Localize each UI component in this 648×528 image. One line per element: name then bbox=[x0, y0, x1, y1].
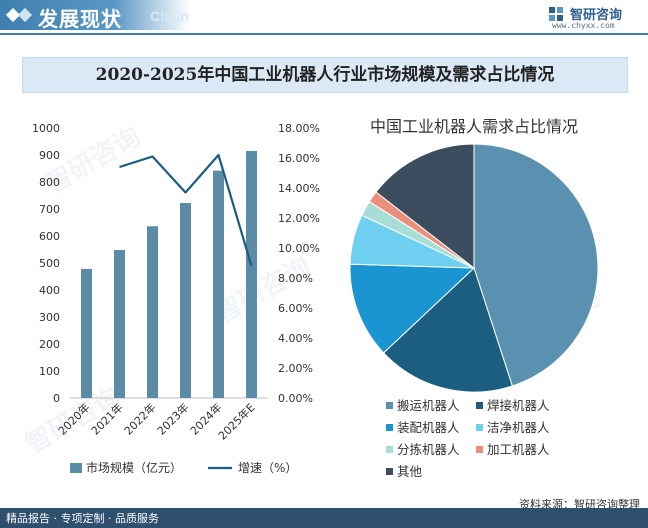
y-right-tick-label: 18.00% bbox=[278, 122, 320, 135]
y-right-tick-label: 10.00% bbox=[278, 242, 320, 255]
pie-legend-swatch bbox=[476, 424, 483, 431]
brand-url: www.chyxx.com bbox=[552, 21, 615, 30]
pie-legend-label: 装配机器人 bbox=[397, 420, 460, 435]
y-right-tick-label: 16.00% bbox=[278, 152, 320, 165]
legend-swatch-bar bbox=[70, 463, 82, 473]
brand-block: 智研咨询 www.chyxx.com bbox=[548, 4, 638, 32]
pie-legend-swatch bbox=[476, 446, 483, 453]
bar bbox=[180, 203, 191, 398]
footer-bar: 精品报告 · 专项定制 · 品质服务 bbox=[0, 508, 648, 528]
pie-legend-swatch bbox=[386, 446, 393, 453]
pie-legend-label: 搬运机器人 bbox=[397, 398, 460, 413]
y-left-tick-label: 300 bbox=[39, 311, 60, 324]
legend-label: 市场规模（亿元） bbox=[86, 460, 182, 475]
bar bbox=[213, 170, 224, 398]
y-left-tick-label: 500 bbox=[39, 257, 60, 270]
bar bbox=[114, 250, 125, 398]
bar bbox=[81, 268, 92, 398]
source-note: 资料来源：智研咨询整理 bbox=[519, 498, 640, 511]
bar bbox=[147, 226, 158, 398]
chart-title-box: 2020-2025年中国工业机器人行业市场规模及需求占比情况 bbox=[22, 57, 628, 93]
pie-slice bbox=[375, 143, 475, 270]
pie-legend-label: 焊接机器人 bbox=[487, 398, 550, 413]
section-subtitle: Chain bbox=[150, 8, 189, 24]
legend-label: 增速（%） bbox=[238, 461, 297, 475]
pie-title: 中国工业机器人需求占比情况 bbox=[370, 117, 578, 136]
chart-title: 2020-2025年中国工业机器人行业市场规模及需求占比情况 bbox=[95, 65, 555, 85]
growth-line bbox=[119, 153, 253, 267]
y-left-tick-label: 700 bbox=[39, 203, 60, 216]
x-tick-label: 2022年 bbox=[121, 400, 158, 437]
pie-legend-label: 其他 bbox=[397, 464, 423, 479]
y-left-tick-label: 900 bbox=[39, 149, 60, 162]
y-right-tick-label: 2.00% bbox=[278, 362, 313, 375]
brand-name: 智研咨询 bbox=[570, 8, 623, 23]
y-right-tick-label: 6.00% bbox=[278, 302, 313, 315]
y-right-tick-label: 4.00% bbox=[278, 332, 313, 345]
y-right-tick-label: 14.00% bbox=[278, 182, 320, 195]
page-header: 发展现状 Chain 智研咨询 www.chyxx.com bbox=[0, 0, 648, 36]
pie-legend-swatch bbox=[386, 468, 393, 475]
y-right-tick-label: 0.00% bbox=[278, 392, 313, 405]
pie-legend-label: 洁净机器人 bbox=[487, 420, 550, 435]
y-left-tick-label: 1000 bbox=[32, 122, 60, 135]
x-tick-label: 2023年 bbox=[154, 400, 191, 437]
y-left-tick-label: 200 bbox=[39, 338, 60, 351]
section-title: 发展现状 bbox=[38, 7, 122, 31]
pie-slice bbox=[473, 143, 599, 387]
pie-legend-label: 分拣机器人 bbox=[397, 442, 460, 457]
x-tick-label: 2021年 bbox=[88, 400, 125, 437]
y-right-tick-label: 12.00% bbox=[278, 212, 320, 225]
pie-legend-swatch bbox=[386, 402, 393, 409]
x-tick-label: 2020年 bbox=[55, 400, 92, 437]
y-left-tick-label: 400 bbox=[39, 284, 60, 297]
brand-logo-icon bbox=[549, 7, 563, 21]
bar bbox=[246, 150, 257, 398]
pie-slice bbox=[349, 263, 476, 354]
pie-legend-swatch bbox=[476, 402, 483, 409]
pie-slice bbox=[382, 267, 513, 393]
x-tick-label: 2025年E bbox=[215, 400, 257, 442]
y-left-tick-label: 800 bbox=[39, 176, 60, 189]
y-left-tick-label: 0 bbox=[53, 392, 60, 405]
footer-services: 精品报告 · 专项定制 · 品质服务 bbox=[6, 512, 159, 525]
pie-legend-swatch bbox=[386, 424, 393, 431]
y-left-tick-label: 100 bbox=[39, 365, 60, 378]
y-left-tick-label: 600 bbox=[39, 230, 60, 243]
pie-legend-label: 加工机器人 bbox=[487, 442, 550, 457]
header-divider bbox=[0, 33, 648, 35]
y-right-tick-label: 8.00% bbox=[278, 272, 313, 285]
